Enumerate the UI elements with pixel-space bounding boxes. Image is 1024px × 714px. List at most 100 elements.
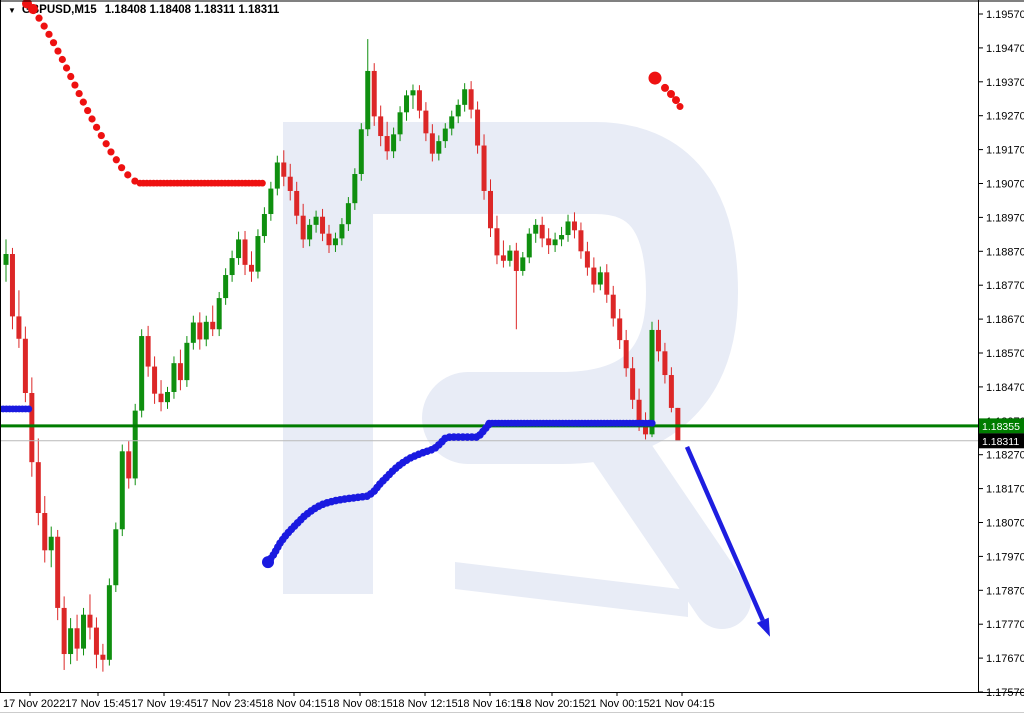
candle — [145, 336, 151, 367]
price-axis[interactable] — [979, 0, 1024, 692]
candle — [236, 239, 242, 259]
price-tick-label: 1.18970 — [986, 212, 1024, 224]
price-tick-label: 1.18870 — [986, 246, 1024, 258]
price-tick-label: 1.17870 — [986, 585, 1024, 597]
candle — [74, 628, 80, 649]
candle — [449, 116, 455, 129]
candle — [229, 258, 235, 276]
candle — [552, 239, 558, 246]
sar-dot — [67, 72, 75, 81]
candle — [216, 298, 222, 330]
price-tick-label: 1.19170 — [986, 145, 1024, 157]
price-tick-label: 1.17770 — [986, 619, 1024, 631]
candle — [559, 235, 565, 240]
sar-dot — [124, 171, 132, 179]
candle — [100, 654, 106, 660]
candle — [358, 129, 364, 175]
price-badge-support — [979, 418, 1024, 434]
candle — [158, 393, 164, 403]
sar-dot — [40, 22, 48, 30]
trend-arrow[interactable] — [684, 446, 765, 622]
sar-dot — [112, 156, 120, 164]
trend-dot — [262, 556, 274, 569]
candle — [93, 627, 99, 655]
time-tick-label: 18 Nov 16:15 — [457, 698, 522, 710]
candle — [371, 70, 377, 117]
candle — [539, 224, 545, 239]
sar-dot — [667, 90, 675, 99]
price-tick-label: 1.18570 — [986, 348, 1024, 360]
watermark-logo — [583, 409, 751, 629]
candle — [42, 513, 48, 551]
candle — [636, 399, 642, 422]
candle — [391, 134, 397, 152]
candle — [126, 451, 132, 479]
sar-dot — [97, 131, 105, 140]
candle — [68, 628, 74, 655]
sar-dot — [92, 123, 101, 131]
candle — [307, 224, 313, 240]
candle — [565, 221, 571, 236]
price-tick-label: 1.18470 — [986, 382, 1024, 394]
candle — [139, 336, 145, 411]
sar-dot — [676, 103, 684, 111]
sar-dot — [672, 96, 680, 105]
candle — [591, 267, 597, 285]
candle — [313, 216, 319, 225]
time-tick-label: 17 Nov 15:45 — [65, 698, 130, 710]
price-tick-label: 1.19370 — [986, 77, 1024, 89]
price-tick-label: 1.19570 — [986, 9, 1024, 21]
candle — [610, 294, 616, 319]
candle — [526, 233, 532, 258]
chart-title-ohlc: 1.18408 1.18408 1.18311 1.18311 — [104, 4, 280, 16]
candle — [423, 110, 429, 134]
time-tick-label: 17 Nov 2022 — [3, 698, 65, 710]
candle — [597, 272, 603, 285]
candle — [326, 233, 332, 246]
candle — [442, 128, 448, 142]
sar-dot — [49, 39, 58, 47]
candle — [481, 145, 487, 191]
watermark-logo — [455, 562, 688, 617]
candle — [462, 89, 468, 105]
candle — [649, 329, 655, 435]
sar-dot — [35, 14, 43, 22]
chart-title-symbol: GBPUSD,M15 — [21, 4, 97, 16]
candle — [404, 95, 410, 113]
candle — [248, 264, 254, 272]
candle — [675, 407, 681, 441]
candle — [345, 203, 351, 225]
candle — [35, 462, 41, 514]
candle — [513, 250, 519, 271]
candle — [617, 318, 623, 341]
sar-dot — [84, 106, 92, 115]
candle — [655, 329, 661, 352]
candle — [3, 254, 9, 265]
sar-dot — [107, 148, 115, 156]
candle — [332, 238, 338, 246]
symbol-dropdown-icon[interactable]: ▼ — [8, 5, 16, 15]
sar-dot — [88, 115, 96, 123]
candle — [184, 342, 190, 381]
candle — [81, 614, 87, 649]
candle — [281, 162, 287, 177]
candle — [662, 351, 668, 376]
candle — [455, 104, 461, 117]
sar-dot — [75, 89, 83, 98]
candle — [152, 366, 158, 394]
candle — [429, 133, 435, 154]
trend-dot — [25, 405, 33, 413]
sar-dot — [71, 81, 79, 89]
sar-dot — [118, 164, 126, 172]
price-tick-label: 1.18170 — [986, 484, 1024, 496]
time-tick-label: 18 Nov 08:15 — [327, 698, 392, 710]
candle — [113, 529, 119, 586]
time-axis[interactable] — [0, 693, 1024, 714]
candle — [171, 363, 177, 392]
sar-dot — [58, 55, 66, 64]
watermark-logo — [327, 122, 738, 464]
sar-dot — [259, 179, 266, 187]
price-badge-label: 1.18355 — [982, 421, 1020, 433]
